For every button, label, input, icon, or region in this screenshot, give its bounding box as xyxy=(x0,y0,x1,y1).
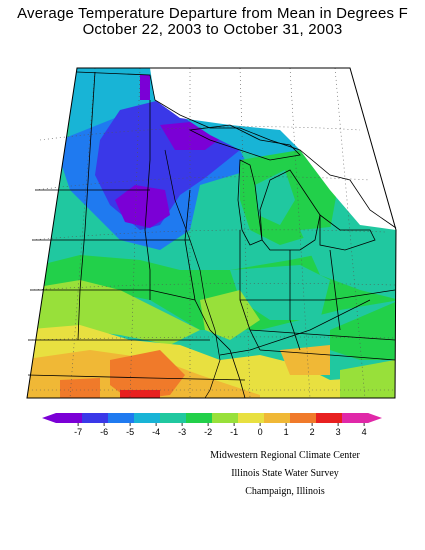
credit-line-2: Illinois State Water Survey xyxy=(231,468,339,479)
map-date-range: October 22, 2003 to October 31, 2003 xyxy=(82,21,343,38)
graticule xyxy=(27,67,396,399)
legend-swatch xyxy=(56,413,83,423)
legend-swatch xyxy=(134,413,161,423)
legend-arrow-high xyxy=(368,413,382,423)
legend-swatch xyxy=(238,413,265,423)
legend-arrow-low xyxy=(42,413,56,423)
legend-swatch xyxy=(186,413,213,423)
outside-area xyxy=(150,68,396,230)
legend-swatch xyxy=(82,413,109,423)
legend-swatch xyxy=(264,413,291,423)
legend-tick-label: -6 xyxy=(100,427,108,437)
legend-tick-label: 0 xyxy=(258,427,263,437)
legend-tick-label: 4 xyxy=(362,427,367,437)
map-title: Average Temperature Departure from Mean … xyxy=(17,5,408,22)
legend-tick-label: -4 xyxy=(152,427,160,437)
legend-swatch xyxy=(342,413,369,423)
legend-tick-label: -5 xyxy=(126,427,134,437)
legend-swatch xyxy=(160,413,187,423)
legend-swatch xyxy=(316,413,343,423)
legend-tick-label: 1 xyxy=(284,427,289,437)
legend-tick-label: -7 xyxy=(74,427,82,437)
state-boundaries xyxy=(27,71,397,399)
credit-line-3: Champaign, Illinois xyxy=(245,486,325,497)
color-legend: -7 -6 -5 -4 -3 -2 -1 0 1 2 3 4 xyxy=(42,413,382,437)
legend-swatch xyxy=(108,413,135,423)
map-frame xyxy=(26,67,397,399)
legend-tick-label: -1 xyxy=(230,427,238,437)
legend-tick-label: 2 xyxy=(310,427,315,437)
legend-swatch xyxy=(212,413,239,423)
legend-tick-label: -2 xyxy=(204,427,212,437)
legend-swatch xyxy=(290,413,317,423)
legend-tick-label: -3 xyxy=(178,427,186,437)
legend-tick-label: 3 xyxy=(336,427,341,437)
credit-line-1: Midwestern Regional Climate Center xyxy=(210,450,360,461)
